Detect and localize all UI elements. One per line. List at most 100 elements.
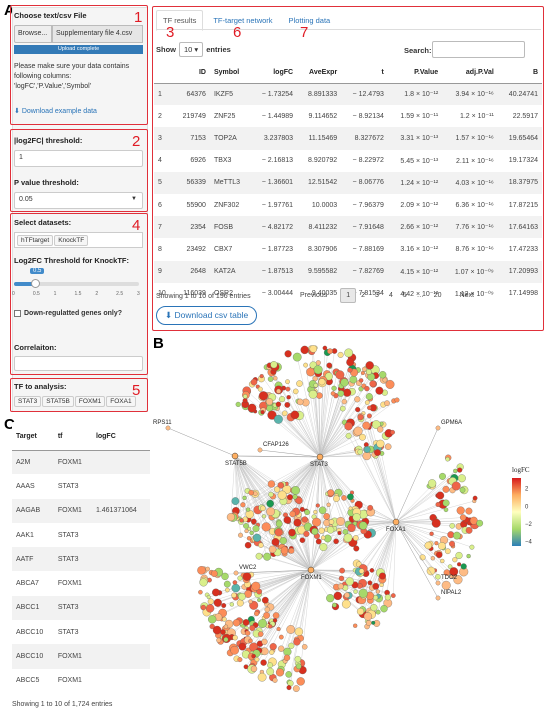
gene-node[interactable] bbox=[338, 390, 344, 396]
gene-node[interactable] bbox=[212, 589, 219, 596]
gene-node[interactable] bbox=[268, 377, 273, 382]
gene-node[interactable] bbox=[251, 379, 257, 385]
gene-node[interactable] bbox=[436, 426, 440, 430]
gene-node[interactable] bbox=[290, 511, 296, 517]
gene-node[interactable] bbox=[343, 389, 351, 397]
gene-node[interactable] bbox=[252, 582, 261, 591]
gene-node[interactable] bbox=[395, 398, 400, 403]
gene-node[interactable] bbox=[443, 486, 450, 493]
column-header[interactable]: P.Value bbox=[388, 63, 442, 83]
gene-node[interactable] bbox=[287, 685, 292, 690]
gene-node[interactable] bbox=[355, 407, 360, 412]
gene-node[interactable] bbox=[326, 594, 334, 602]
gene-node[interactable] bbox=[370, 568, 374, 572]
gene-node[interactable] bbox=[277, 627, 281, 631]
gene-node[interactable] bbox=[302, 517, 308, 523]
gene-node[interactable] bbox=[431, 556, 435, 560]
gene-node[interactable] bbox=[439, 473, 446, 480]
page-button[interactable]: 3 bbox=[370, 289, 384, 302]
gene-node[interactable] bbox=[344, 593, 349, 598]
page-button[interactable]: 4 bbox=[384, 289, 398, 302]
gene-node[interactable] bbox=[273, 678, 278, 683]
gene-node[interactable] bbox=[243, 619, 249, 625]
gene-node[interactable] bbox=[457, 468, 462, 473]
gene-node[interactable] bbox=[448, 531, 455, 538]
gene-node[interactable] bbox=[278, 646, 284, 652]
gene-node[interactable] bbox=[346, 578, 354, 586]
gene-node[interactable] bbox=[353, 535, 358, 540]
gene-node[interactable] bbox=[323, 513, 329, 519]
page-button[interactable]: … bbox=[412, 289, 429, 302]
gene-node[interactable] bbox=[234, 571, 238, 575]
gene-node[interactable] bbox=[361, 371, 365, 375]
gene-node[interactable] bbox=[316, 504, 320, 508]
gene-node[interactable] bbox=[354, 396, 360, 402]
gene-node[interactable] bbox=[460, 487, 465, 492]
gene-node[interactable] bbox=[287, 625, 295, 633]
gene-node[interactable] bbox=[473, 496, 477, 500]
gene-node[interactable] bbox=[328, 490, 335, 497]
gene-node[interactable] bbox=[303, 363, 307, 367]
gene-node[interactable] bbox=[268, 624, 272, 628]
gene-node[interactable] bbox=[313, 510, 317, 514]
gene-node[interactable] bbox=[366, 393, 373, 400]
gene-node[interactable] bbox=[240, 518, 244, 522]
gene-node[interactable] bbox=[222, 573, 229, 580]
gene-node[interactable] bbox=[366, 361, 374, 369]
gene-node[interactable] bbox=[284, 516, 291, 523]
gene-node[interactable] bbox=[206, 567, 210, 571]
gene-node[interactable] bbox=[295, 628, 303, 636]
page-button[interactable]: 5 bbox=[398, 289, 412, 302]
gene-node[interactable] bbox=[227, 513, 235, 521]
column-header[interactable]: ID bbox=[173, 63, 210, 83]
gene-node[interactable] bbox=[258, 387, 263, 392]
gene-node[interactable] bbox=[427, 567, 435, 575]
gene-node[interactable] bbox=[208, 599, 214, 605]
gene-node[interactable] bbox=[466, 508, 473, 515]
gene-node[interactable] bbox=[460, 515, 466, 521]
gene-node[interactable] bbox=[364, 386, 369, 391]
gene-node[interactable] bbox=[310, 345, 317, 352]
gene-node[interactable] bbox=[336, 371, 345, 380]
gene-node[interactable] bbox=[258, 448, 262, 452]
gene-node[interactable] bbox=[270, 643, 277, 650]
gene-node[interactable] bbox=[257, 598, 261, 602]
gene-node[interactable] bbox=[222, 617, 226, 621]
tab-tf-results[interactable]: TF results bbox=[156, 10, 203, 31]
gene-node[interactable] bbox=[436, 502, 441, 507]
gene-node[interactable] bbox=[367, 414, 372, 419]
gene-node[interactable] bbox=[339, 568, 344, 573]
gene-node[interactable] bbox=[374, 449, 380, 455]
dataset-tag[interactable]: hTFtarget bbox=[17, 235, 53, 246]
gene-node[interactable] bbox=[262, 597, 268, 603]
gene-node[interactable] bbox=[256, 553, 262, 559]
gene-node[interactable] bbox=[258, 543, 263, 548]
gene-node[interactable] bbox=[273, 612, 279, 618]
gene-node[interactable] bbox=[331, 391, 335, 395]
gene-node[interactable] bbox=[291, 411, 299, 419]
gene-node[interactable] bbox=[197, 566, 205, 574]
gene-node[interactable] bbox=[281, 547, 289, 555]
gene-node[interactable] bbox=[258, 632, 263, 637]
gene-node[interactable] bbox=[366, 620, 371, 625]
gene-node[interactable] bbox=[304, 531, 310, 537]
gene-node[interactable] bbox=[342, 600, 350, 608]
gene-node[interactable] bbox=[359, 434, 365, 440]
column-header[interactable]: tf bbox=[54, 423, 92, 450]
gene-node[interactable] bbox=[339, 576, 344, 581]
gene-node[interactable] bbox=[358, 414, 364, 420]
gene-node[interactable] bbox=[346, 358, 354, 366]
gene-node[interactable] bbox=[243, 523, 248, 528]
gene-node[interactable] bbox=[200, 579, 208, 587]
column-header[interactable]: logFC bbox=[250, 63, 297, 83]
gene-node[interactable] bbox=[436, 596, 440, 600]
gene-node[interactable] bbox=[456, 552, 463, 559]
gene-node[interactable] bbox=[243, 573, 251, 581]
gene-node[interactable] bbox=[366, 369, 371, 374]
gene-node[interactable] bbox=[279, 635, 283, 639]
gene-node[interactable] bbox=[376, 610, 380, 614]
